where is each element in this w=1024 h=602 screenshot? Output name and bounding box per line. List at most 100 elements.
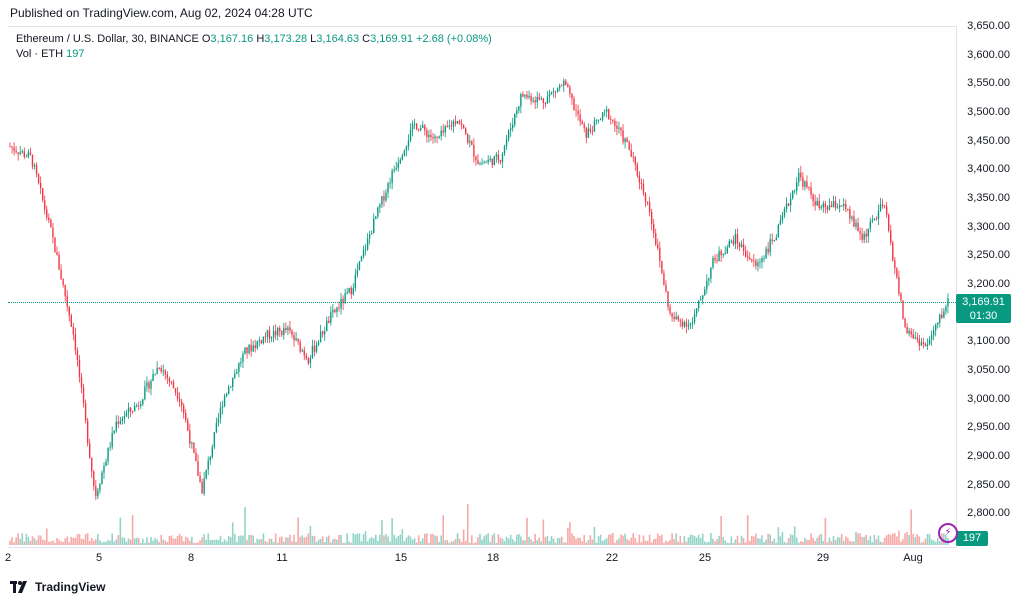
candle-body bbox=[383, 196, 385, 201]
candle-body bbox=[522, 94, 524, 97]
candle-body bbox=[697, 300, 700, 309]
candle-body bbox=[391, 170, 393, 184]
candle-body bbox=[377, 207, 379, 217]
volume-bar bbox=[632, 533, 635, 545]
candle-body bbox=[628, 141, 630, 150]
chart-pane[interactable] bbox=[8, 26, 957, 548]
volume-bar bbox=[381, 520, 383, 545]
candle-body bbox=[393, 169, 395, 171]
candle-body bbox=[301, 350, 303, 352]
volume-bar bbox=[90, 537, 93, 545]
volume-bar bbox=[154, 538, 156, 545]
candle-body bbox=[828, 205, 831, 210]
candle-body bbox=[370, 233, 373, 235]
candle-body bbox=[473, 144, 475, 157]
volume-bar bbox=[434, 535, 436, 545]
volume-bar bbox=[401, 529, 404, 545]
candle-body bbox=[201, 481, 203, 494]
volume-bar bbox=[587, 539, 590, 545]
candle-body bbox=[593, 120, 596, 132]
candle-body bbox=[64, 284, 66, 297]
candle-body bbox=[27, 152, 30, 157]
candle-body bbox=[638, 175, 641, 183]
candle-body bbox=[350, 288, 352, 295]
volume-bar bbox=[816, 538, 818, 545]
volume-bar bbox=[13, 542, 15, 545]
volume-bar bbox=[677, 541, 680, 545]
volume-bar bbox=[511, 539, 514, 545]
volume-bar bbox=[148, 542, 150, 545]
volume-bar bbox=[252, 535, 254, 545]
candle-body bbox=[129, 407, 132, 411]
candle-body bbox=[99, 484, 101, 491]
volume-bar bbox=[471, 535, 473, 545]
volume-bar bbox=[209, 540, 212, 545]
volume-bar bbox=[160, 534, 163, 545]
candle-body bbox=[516, 110, 518, 114]
volume-bar bbox=[714, 541, 716, 545]
volume-bar bbox=[174, 538, 177, 545]
volume-bar bbox=[86, 533, 89, 545]
volume-bar bbox=[17, 533, 19, 545]
volume-bar bbox=[395, 538, 398, 545]
volume-bar bbox=[33, 538, 36, 545]
candle-body bbox=[910, 330, 912, 335]
price-tick-label: 3,250.00 bbox=[967, 249, 1010, 262]
volume-bar bbox=[793, 526, 796, 545]
volume-bar bbox=[186, 537, 189, 545]
candle-body bbox=[561, 85, 563, 87]
volume-bar bbox=[139, 542, 142, 545]
symbol-title[interactable]: Ethereum / U.S. Dollar, 30, BINANCE bbox=[16, 33, 199, 45]
candle-body bbox=[133, 405, 136, 412]
volume-bar bbox=[280, 536, 283, 545]
volume-bar bbox=[648, 534, 651, 545]
volume-bar bbox=[591, 539, 594, 545]
volume-bar bbox=[303, 537, 306, 545]
volume-bar bbox=[391, 518, 393, 545]
volume-bar bbox=[767, 533, 769, 545]
candle-body bbox=[934, 324, 937, 331]
lightning-icon[interactable]: ⚡ bbox=[938, 523, 958, 543]
candle-body bbox=[558, 85, 561, 89]
candle-body bbox=[291, 330, 293, 336]
candle-body bbox=[618, 127, 620, 129]
price-tick-label: 3,650.00 bbox=[967, 20, 1010, 32]
candle-body bbox=[135, 405, 138, 407]
volume-bar bbox=[603, 539, 606, 545]
volume-value: 197 bbox=[66, 48, 85, 60]
candle-body bbox=[779, 220, 782, 225]
volume-bar bbox=[80, 538, 83, 545]
candle-body bbox=[381, 196, 383, 205]
volume-bar bbox=[438, 541, 440, 545]
volume-bar bbox=[195, 542, 197, 545]
volume-bar bbox=[522, 540, 524, 545]
volume-bar bbox=[35, 540, 38, 545]
volume-bar bbox=[454, 539, 457, 545]
candle-body bbox=[875, 218, 878, 220]
candle-body bbox=[428, 134, 430, 138]
candle-body bbox=[699, 299, 702, 301]
candle-body bbox=[542, 98, 545, 104]
volume-bar bbox=[58, 539, 60, 545]
tradingview-logo[interactable]: TradingView bbox=[10, 580, 105, 594]
candle-body bbox=[663, 272, 665, 285]
volume-bar bbox=[101, 542, 103, 545]
candle-body bbox=[60, 269, 62, 279]
price-axis[interactable]: 3,650.00 3,600.00 3,550.00 3,500.00 3,450.00… bbox=[956, 18, 1024, 546]
candle-body bbox=[440, 130, 442, 137]
candle-body bbox=[215, 422, 218, 432]
candle-body bbox=[650, 212, 653, 225]
candle-body bbox=[487, 159, 489, 163]
candle-body bbox=[840, 205, 843, 207]
volume-bar bbox=[452, 541, 455, 545]
volume-label[interactable]: Vol · ETH bbox=[16, 48, 64, 60]
candle-body bbox=[121, 418, 124, 421]
volume-bar bbox=[724, 540, 727, 545]
candle-body bbox=[595, 120, 598, 121]
volume-bar bbox=[871, 542, 874, 545]
time-axis[interactable]: 2 5 8 11 15 18 22 25 29 Aug bbox=[5, 546, 956, 570]
candle-body bbox=[176, 392, 179, 399]
volume-bar bbox=[761, 535, 763, 545]
volume-bar bbox=[842, 540, 845, 545]
